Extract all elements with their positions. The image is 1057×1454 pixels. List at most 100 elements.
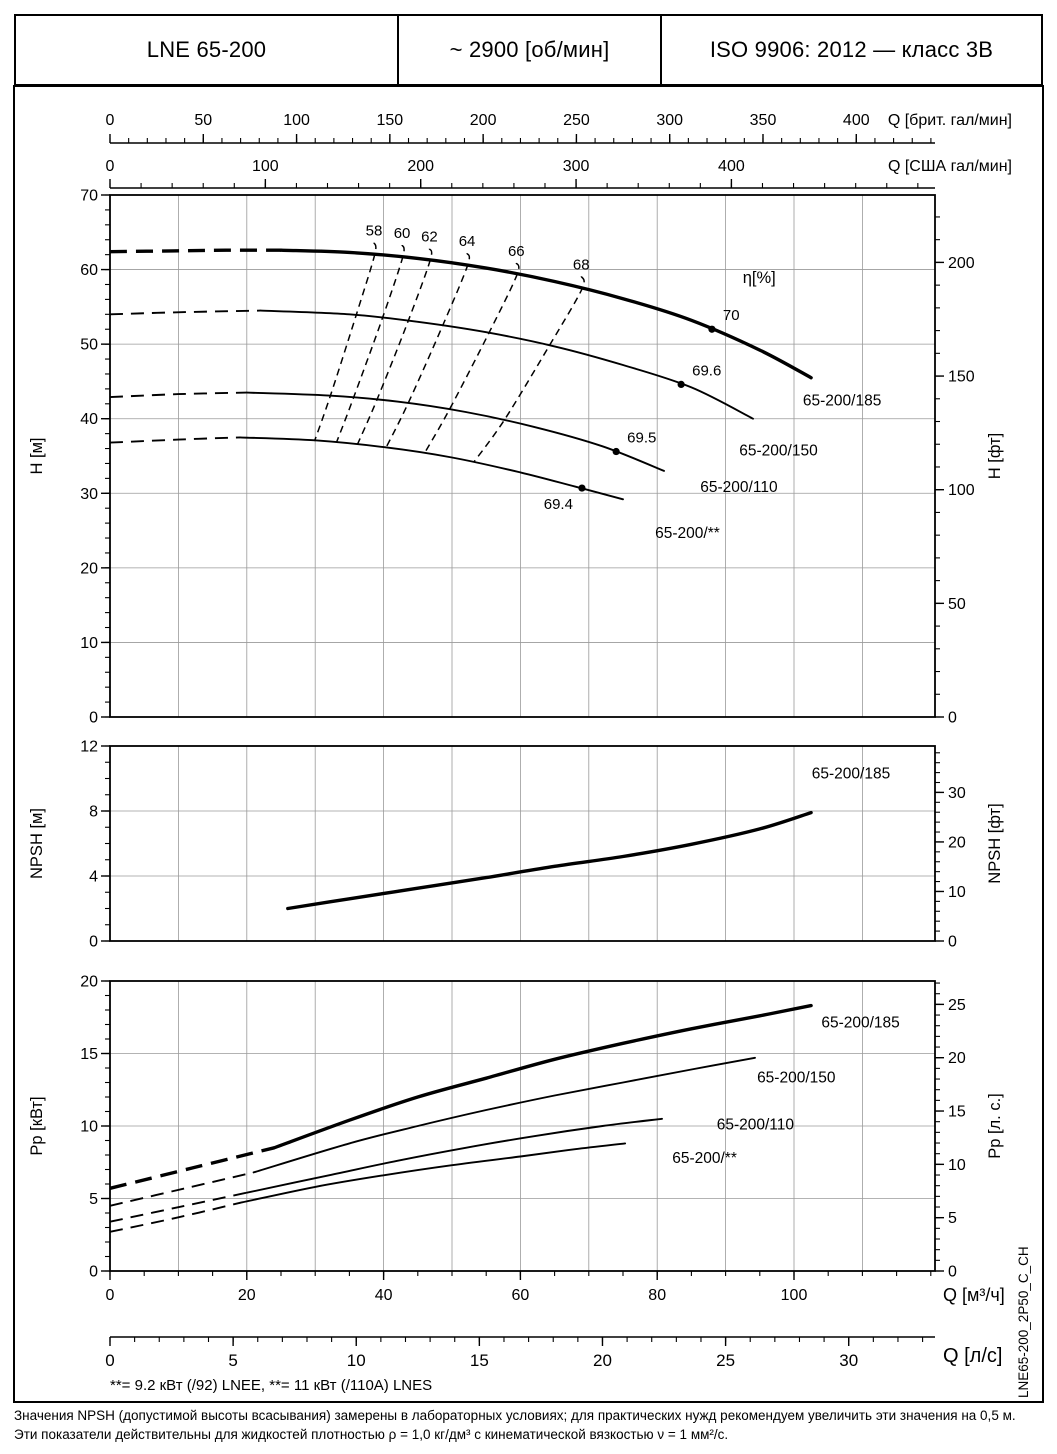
curve-dashed-65-200-150 <box>109 1171 254 1207</box>
bep-dot-69-6 <box>677 380 685 389</box>
y-tick-label-right: 150 <box>948 369 975 386</box>
bep-label: 69.5 <box>627 430 656 447</box>
y-tick-label-right: 0 <box>948 710 957 727</box>
y-axis-title-left-npsh: NPSH [м] <box>28 808 46 879</box>
curve-label-65-200-150: 65-200/150 <box>739 442 818 459</box>
y-tick-label-left: 20 <box>80 974 98 991</box>
x-axis-title-bottom2: Q [л/с] <box>943 1345 1002 1367</box>
y-tick-label-right: 50 <box>948 596 966 613</box>
y-tick-label-left: 0 <box>89 710 98 727</box>
efficiency-line-68 <box>473 276 585 463</box>
x-axis-title-top1: Q [брит. гал/мин] <box>888 112 1012 129</box>
y-tick-label-left: 12 <box>80 739 98 756</box>
x-tick-label-top1: 50 <box>194 112 212 129</box>
y-tick-label-left: 10 <box>80 1119 98 1136</box>
efficiency-line-66 <box>423 262 520 454</box>
efficiency-value-label: 68 <box>573 256 590 273</box>
x-tick-label-bottom2: 25 <box>716 1351 735 1370</box>
y-tick-label-right: 0 <box>948 934 957 951</box>
y-tick-label-right: 200 <box>948 255 975 272</box>
curve-label-65-200-110: 65-200/110 <box>717 1117 795 1134</box>
curve-65-200-110 <box>245 1117 663 1194</box>
npsh-note: Значения NPSH (допустимой высоты всасыва… <box>14 1408 1016 1423</box>
x-tick-label-top1: 200 <box>470 112 497 129</box>
curve-dashed-65-200-185 <box>109 1146 275 1190</box>
efficiency-value-label: 58 <box>366 223 383 240</box>
curve-dashed-65-200 <box>109 436 241 444</box>
pump-speed: ~ 2900 [об/мин] <box>397 16 660 84</box>
y-tick-label-left: 70 <box>80 188 98 205</box>
x-tick-label-top1: 300 <box>656 112 683 129</box>
curve-dashed-65-200-110 <box>109 1191 247 1223</box>
curve-65-200-185 <box>286 810 813 911</box>
x-axis-title-top2: Q [США гал/мин] <box>888 158 1012 175</box>
x-tick-label-top2: 300 <box>563 158 590 175</box>
y-tick-label-right: 10 <box>948 1157 966 1174</box>
x-tick-label-bottom1: 0 <box>106 1287 115 1304</box>
y-tick-label-left: 60 <box>80 262 98 279</box>
x-tick-label-bottom2: 20 <box>593 1351 612 1370</box>
y-tick-label-left: 4 <box>89 869 98 886</box>
y-tick-label-left: 8 <box>89 804 98 821</box>
drawing-code: LNE65-200_2P50_C_CH <box>1016 1246 1031 1398</box>
test-standard: ISO 9906: 2012 — класс 3B <box>660 16 1041 84</box>
efficiency-line-60 <box>335 244 405 443</box>
curve-65-200 <box>239 1142 627 1204</box>
x-tick-label-bottom2: 30 <box>839 1351 858 1370</box>
x-tick-label-bottom2: 15 <box>470 1351 489 1370</box>
x-tick-label-bottom1: 80 <box>648 1287 666 1304</box>
y-tick-label-left: 40 <box>80 411 98 428</box>
x-tick-label-top1: 150 <box>377 112 404 129</box>
y-axis-title-left-power: Pp [кВт] <box>28 1096 46 1155</box>
bep-dot-70 <box>708 325 716 333</box>
efficiency-value-label: 64 <box>459 233 476 250</box>
x-tick-label-bottom2: 5 <box>228 1351 237 1370</box>
curve-label-65-200: 65-200/** <box>672 1150 737 1167</box>
curve-65-200-150 <box>259 309 754 420</box>
x-tick-label-top2: 100 <box>252 158 279 175</box>
x-tick-label-top1: 0 <box>106 112 115 129</box>
y-tick-label-right: 20 <box>948 1050 966 1067</box>
x-tick-label-top1: 400 <box>843 112 870 129</box>
efficiency-value-label: 60 <box>394 225 411 242</box>
x-tick-label-top2: 200 <box>407 158 434 175</box>
y-tick-label-left: 10 <box>80 635 98 652</box>
curve-65-200-110 <box>245 391 665 472</box>
curve-65-200 <box>239 436 624 501</box>
x-tick-label-bottom1: 60 <box>512 1287 530 1304</box>
x-tick-label-bottom2: 0 <box>105 1351 114 1370</box>
y-tick-label-right: 30 <box>948 785 966 802</box>
efficiency-line-62 <box>356 248 433 445</box>
y-tick-label-right: 5 <box>948 1210 957 1227</box>
efficiency-value-label: 66 <box>508 243 525 260</box>
y-tick-label-right: 10 <box>948 884 966 901</box>
efficiency-line-58 <box>313 242 377 442</box>
efficiency-value-label: 62 <box>421 229 438 246</box>
curve-dashed-65-200-185 <box>109 248 282 254</box>
curve-label-65-200: 65-200/** <box>655 525 720 542</box>
power-variant-footnote: **= 9.2 кВт (/92) LNEE, **= 11 кВт (/110… <box>110 1377 433 1394</box>
curve-label-65-200-110: 65-200/110 <box>700 479 778 496</box>
y-axis-title-right-npsh: NPSH [фт] <box>986 803 1004 883</box>
curve-dashed-65-200 <box>109 1201 241 1233</box>
x-tick-label-bottom1: 40 <box>375 1287 393 1304</box>
bep-label: 69.6 <box>692 362 721 379</box>
y-tick-label-right: 20 <box>948 834 966 851</box>
y-tick-label-right: 100 <box>948 482 975 499</box>
x-tick-label-top2: 400 <box>718 158 745 175</box>
pump-model: LNE 65-200 <box>146 37 267 62</box>
bep-dot-69-4 <box>578 484 586 492</box>
efficiency-line-64 <box>385 252 471 448</box>
curve-label-65-200-185: 65-200/185 <box>803 392 881 409</box>
bep-dot-69-5 <box>612 447 620 456</box>
y-tick-label-right: 15 <box>948 1104 966 1121</box>
curve-label-65-200-185: 65-200/185 <box>812 766 890 783</box>
figure-border <box>13 85 1044 1403</box>
curve-65-200-150 <box>252 1056 756 1174</box>
y-tick-label-left: 30 <box>80 486 98 503</box>
density-note: Эти показатели действительны для жидкост… <box>14 1427 729 1442</box>
x-tick-label-bottom1: 100 <box>781 1287 808 1304</box>
x-tick-label-top2: 0 <box>106 158 115 175</box>
